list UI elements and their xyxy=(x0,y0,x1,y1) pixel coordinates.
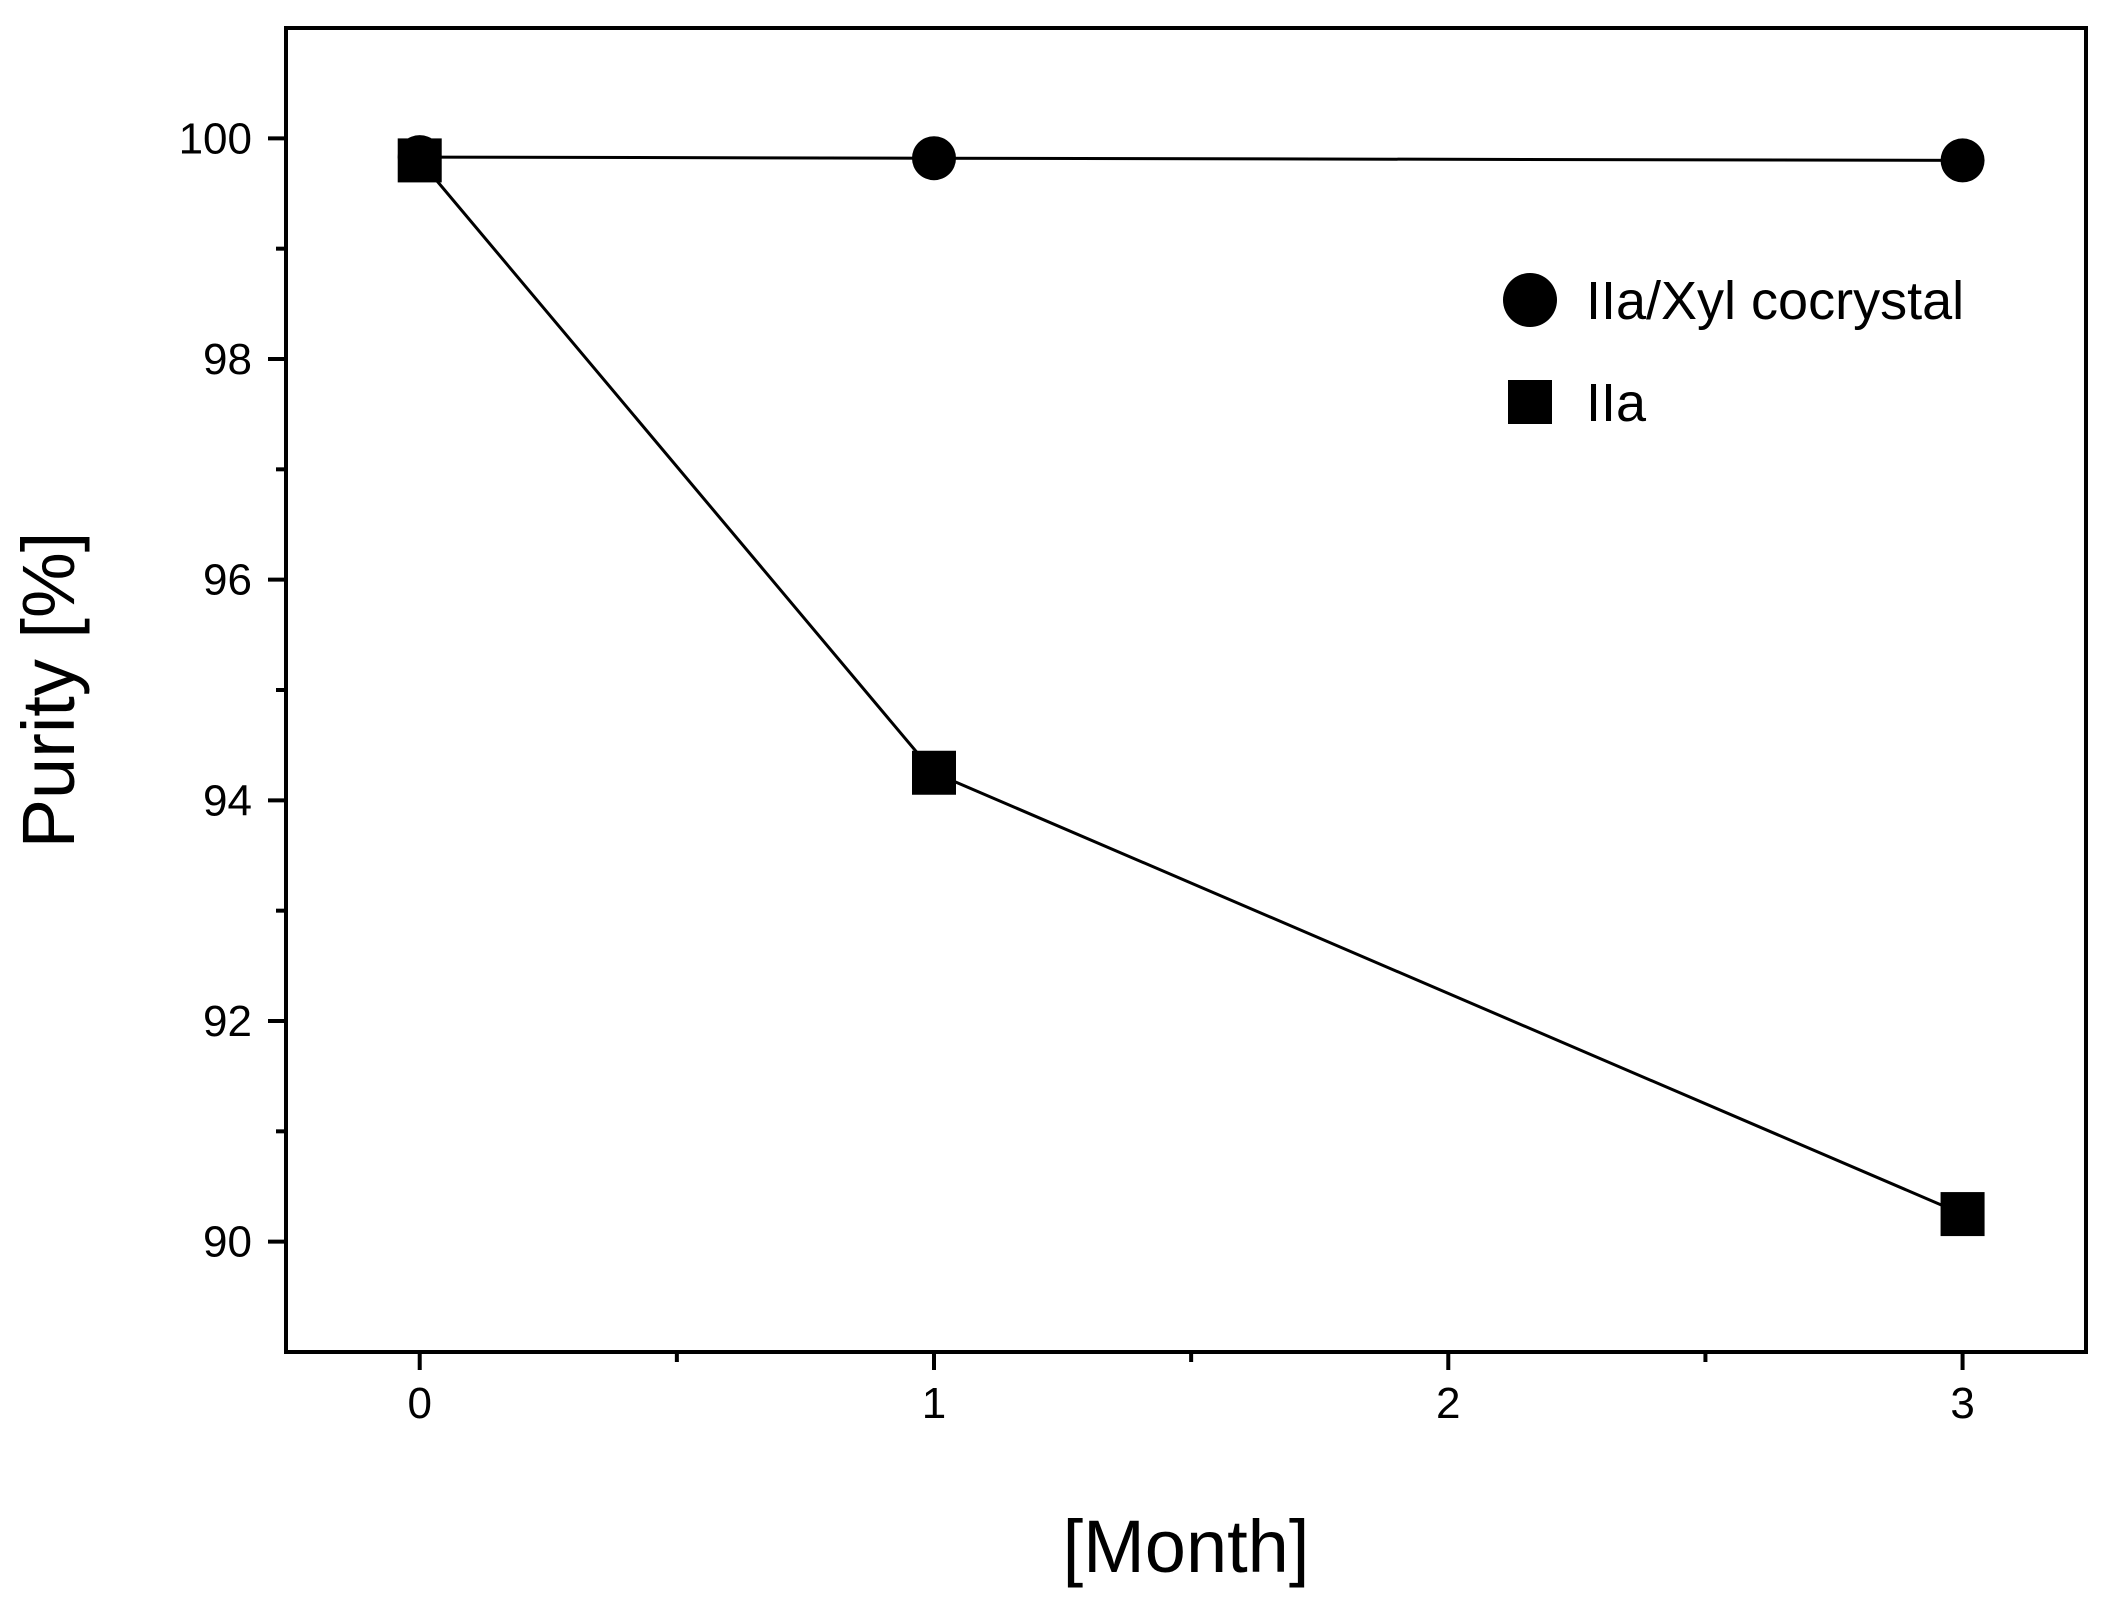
y-tick-label: 92 xyxy=(203,997,252,1046)
data-point-circle xyxy=(1940,138,1985,183)
legend-marker-circle xyxy=(1503,273,1557,327)
legend-label: IIa/Xyl cocrystal xyxy=(1586,271,1964,331)
legend-label: IIa xyxy=(1586,373,1647,433)
data-point-square xyxy=(912,750,956,795)
x-tick-label: 0 xyxy=(407,1379,431,1428)
y-tick-label: 94 xyxy=(203,776,252,825)
legend-marker-square xyxy=(1508,380,1552,424)
y-tick-label: 90 xyxy=(203,1218,252,1267)
x-tick-label: 3 xyxy=(1950,1379,1974,1428)
y-tick-label: 100 xyxy=(179,114,252,163)
plot-frame xyxy=(284,26,2088,1354)
axes: 0 1 2 3 90 92 94 96 98 100 xyxy=(179,26,2088,1428)
plot-area xyxy=(397,135,1985,1237)
series-line xyxy=(419,155,1963,162)
x-axis-title: [Month] xyxy=(1063,1505,1310,1588)
x-tick-label: 2 xyxy=(1436,1379,1460,1428)
data-point-square xyxy=(397,138,442,183)
y-tick-label: 96 xyxy=(203,556,252,605)
x-tick-label: 1 xyxy=(922,1379,946,1428)
y-tick-label: 98 xyxy=(203,335,252,384)
data-point-circle xyxy=(912,136,956,181)
legend: IIa/Xyl cocrystal IIa xyxy=(1503,271,1964,433)
y-axis-title: Purity [%] xyxy=(7,532,90,849)
data-point-square xyxy=(1940,1192,1985,1237)
